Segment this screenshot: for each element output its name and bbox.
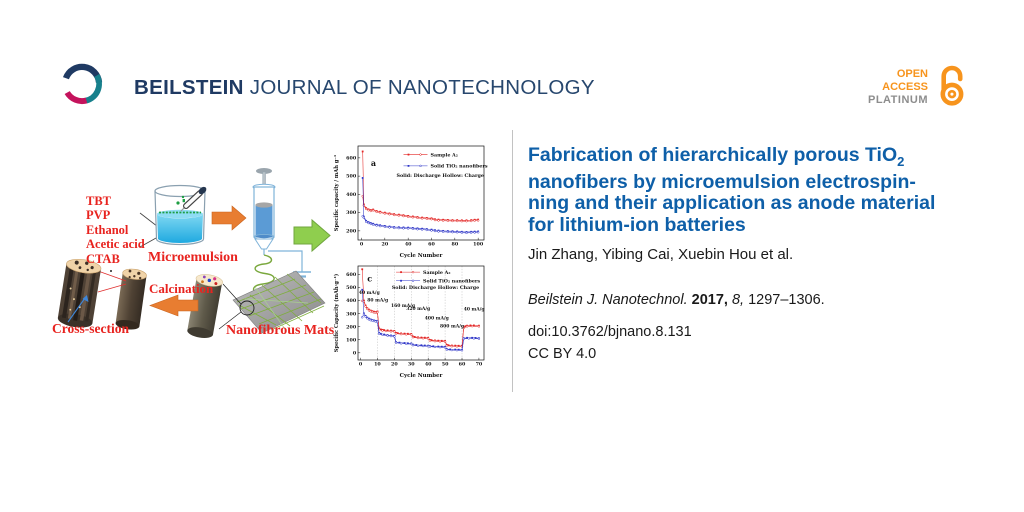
article-doi: doi:10.3762/bjnano.8.131 [528,324,692,340]
label-microemulsion: Microemulsion [148,250,238,265]
citation-year: 2017, [691,292,728,308]
citation-journal: Beilstein J. Nanotechnol. [528,292,688,308]
citation-volume: 8, [731,292,745,308]
article-citation: Beilstein J. Nanotechnol. 2017, 8, 1297–… [528,292,825,308]
article-authors: Jin Zhang, Yibing Cai, Xuebin Hou et al. [528,246,794,263]
svg-text:160 mA/g: 160 mA/g [391,303,416,309]
svg-text:c: c [367,274,372,284]
reagent-item: Acetic acid [86,237,145,252]
reagent-item: CTAB [86,251,120,266]
as-spun-fiber-cylinder [187,274,223,338]
svg-text:500: 500 [346,285,357,291]
svg-text:Sample A₂: Sample A₂ [431,152,458,158]
title-line: for lithium-ion batteries [528,213,746,236]
arrow-right-green-icon [293,218,331,253]
arrow-left-orange-icon [149,294,199,317]
open-access-badge: OPEN ACCESS PLATINUM [868,62,968,112]
svg-text:0: 0 [360,242,364,248]
svg-text:20: 20 [391,362,398,368]
reagent-item: PVP [86,208,111,223]
article-title: Fabrication of hierarchically porous TiO… [528,144,1010,236]
svg-text:80 mA/g: 80 mA/g [367,297,389,303]
calcined-fiber-cylinder [115,268,147,330]
svg-text:Sample A₂: Sample A₂ [423,270,450,276]
svg-text:0: 0 [353,350,357,356]
cross-section-leader-lines [97,270,127,293]
svg-text:100: 100 [473,242,484,248]
svg-text:Solid: Discharge Hollow: Charg: Solid: Discharge Hollow: Charge [397,173,484,179]
title-line: ning and their application as anode mate… [528,192,936,215]
svg-text:Solid TiO₂ nanofibers: Solid TiO₂ nanofibers [423,278,480,284]
svg-text:500: 500 [346,174,357,180]
svg-text:Solid TiO₂ nanofibers: Solid TiO₂ nanofibers [431,164,488,170]
open-access-line3: PLATINUM [868,93,929,106]
svg-text:10: 10 [374,362,381,368]
svg-text:Cycle Number: Cycle Number [400,373,443,379]
svg-text:0: 0 [359,362,363,368]
graphical-abstract: TBT PVP Ethanol Acetic acid CTAB Microem… [40,135,512,397]
vertical-divider [512,130,513,392]
nanofiber-mat [218,270,326,334]
open-lock-icon [935,62,968,112]
svg-text:Solid: Discharge Hollow: Charg: Solid: Discharge Hollow: Charge [392,285,479,291]
svg-text:320 mA/g: 320 mA/g [406,306,431,312]
article-license: CC BY 4.0 [528,346,597,362]
title-line: Fabrication of hierarchically porous TiO… [528,144,905,169]
cross-section-cylinder [57,258,102,328]
svg-text:70: 70 [476,362,483,368]
reagent-list: TBT PVP Ethanol Acetic acid CTAB [86,194,145,266]
svg-text:50: 50 [442,362,449,368]
svg-text:Cycle Number: Cycle Number [400,253,443,259]
svg-text:400 mA/g: 400 mA/g [425,316,450,322]
svg-text:20: 20 [381,242,388,248]
cycling-performance-chart: 0 20 40 60 80 100 200 300 400 500 600 Cycle Number S… [331,141,491,259]
svg-text:Specific capacity / mAh g⁻¹: Specific capacity / mAh g⁻¹ [334,155,340,231]
arrow-right-orange-icon [211,205,247,231]
open-access-line2: ACCESS [882,80,928,93]
svg-text:600: 600 [346,272,357,278]
svg-text:300: 300 [346,210,357,216]
svg-text:Specific Capacity (mAh·g⁻¹): Specific Capacity (mAh·g⁻¹) [333,274,340,353]
label-nanofibrous-mats: Nanofibrous Mats [226,323,335,338]
open-access-text: OPEN ACCESS PLATINUM [868,68,928,107]
inner-channel-arrow-icon [67,295,89,323]
svg-text:30: 30 [408,362,415,368]
svg-text:200: 200 [346,324,357,330]
svg-text:40 mA/g: 40 mA/g [464,306,486,312]
reagent-item: Ethanol [86,222,129,237]
svg-text:300: 300 [346,311,357,317]
svg-text:800 mA/g: 800 mA/g [440,323,465,329]
wordmark-journal: JOURNAL OF NANOTECHNOLOGY [249,76,595,99]
svg-text:80: 80 [451,242,458,248]
subscript: 2 [897,153,905,169]
beaker-microemulsion [154,184,207,246]
svg-text:40: 40 [425,362,432,368]
svg-text:40 mA/g: 40 mA/g [359,290,381,296]
svg-text:200: 200 [346,228,357,234]
journal-wordmark: BEILSTEIN JOURNAL OF NANOTECHNOLOGY [134,76,595,100]
svg-text:600: 600 [346,155,357,161]
svg-text:40: 40 [405,242,412,248]
dropper-icon [180,186,207,212]
label-calcination: Calcination [149,281,214,296]
svg-text:a: a [371,158,376,168]
title-line: nanofibers by microemulsion electrospin- [528,171,916,194]
svg-text:400: 400 [346,298,357,304]
rate-capability-chart: 0 10 20 30 40 50 60 70 0 100 200 300 400 500 600 Cycle … [331,261,491,379]
svg-text:400: 400 [346,192,357,198]
open-access-line1: OPEN [896,67,928,80]
electrospinning-syringe [252,168,276,255]
reagent-item: TBT [86,194,112,208]
citation-pages: 1297–1306. [748,292,825,308]
wordmark-beilstein: BEILSTEIN [134,76,244,99]
process-scheme-graphic [57,168,331,338]
svg-text:60: 60 [428,242,435,248]
svg-text:60: 60 [459,362,466,368]
label-cross-section: Cross-section [52,321,129,336]
beilstein-swirl-logo [55,56,109,112]
svg-text:100: 100 [346,337,357,343]
